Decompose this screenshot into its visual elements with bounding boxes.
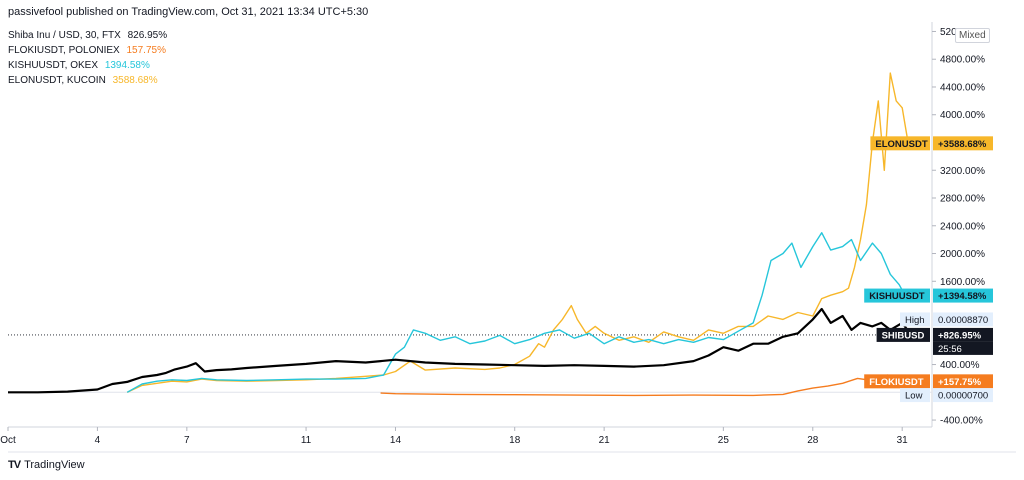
- legend-label: Shiba Inu / USD, 30, FTX: [8, 30, 121, 41]
- series-value-tag-text: +3588.68%: [938, 139, 987, 150]
- series-value-tag: [933, 327, 993, 342]
- series-name-tag-text: KISHUUSDT: [869, 291, 925, 302]
- series-line-kishuusdt: [126, 231, 906, 393]
- legend-row-floki[interactable]: FLOKIUSDT, POLONIEX 157.75%: [8, 43, 167, 58]
- y-tick-label: 3200.00%: [940, 166, 985, 177]
- y-tick-label: 2000.00%: [940, 249, 985, 260]
- x-tick-label: 14: [390, 435, 402, 446]
- legend-value: 157.75%: [126, 45, 166, 56]
- brand-name: TradingView: [24, 459, 85, 471]
- scale-mode-button[interactable]: Mixed: [955, 28, 990, 43]
- x-tick-label: 7: [184, 435, 190, 446]
- series-value-tag-text: +157.75%: [938, 377, 982, 388]
- series-value-tag: [933, 288, 993, 303]
- y-tick-label: 2400.00%: [940, 221, 985, 232]
- legend-value: 3588.68%: [112, 75, 158, 86]
- high-label-text: High: [905, 315, 925, 326]
- legend-value: 826.95%: [127, 30, 168, 41]
- series-value-tag: [933, 136, 993, 151]
- x-tick-label: 11: [301, 435, 312, 446]
- series-name-tag: [864, 288, 930, 303]
- y-tick-label: 2800.00%: [940, 194, 985, 205]
- series-name-tag-text: SHIBUSD: [882, 330, 925, 341]
- y-tick-label: 1600.00%: [940, 277, 985, 288]
- countdown-tag-text: 25:56: [938, 344, 962, 355]
- x-tick-label: 31: [897, 435, 909, 446]
- series-legend: Shiba Inu / USD, 30, FTX 826.95% FLOKIUS…: [8, 28, 167, 88]
- y-tick-label: 4400.00%: [940, 82, 985, 93]
- legend-row-elon[interactable]: ELONUSDT, KUCOIN 3588.68%: [8, 73, 167, 88]
- series-value-tag-text: +1394.58%: [938, 291, 987, 302]
- y-tick-label: 400.00%: [940, 360, 980, 371]
- y-tick-label: 4800.00%: [940, 55, 985, 66]
- series-value-tag: [933, 374, 993, 389]
- low-value-text: 0.00000700: [938, 391, 988, 402]
- low-label-tag: [900, 388, 930, 403]
- x-tick-label: 28: [807, 435, 819, 446]
- x-tick-label: Oct: [0, 435, 16, 446]
- tradingview-logo-icon: TV: [8, 459, 21, 471]
- series-line-elonusdt: [126, 72, 909, 393]
- low-value-tag: [933, 388, 993, 403]
- legend-value: 1394.58%: [104, 60, 150, 71]
- series-name-tag-text: ELONUSDT: [875, 139, 927, 150]
- footer-branding: TV TradingView: [8, 459, 85, 471]
- x-tick-label: 4: [95, 435, 101, 446]
- legend-label: FLOKIUSDT, POLONIEX: [8, 45, 120, 56]
- series-name-tag: [864, 374, 930, 389]
- y-tick-label: 4000.00%: [940, 110, 985, 121]
- series-name-tag: [870, 136, 930, 151]
- x-tick-label: 18: [509, 435, 521, 446]
- high-value-text: 0.00008870: [938, 315, 988, 326]
- series-name-tag-text: FLOKIUSDT: [869, 377, 924, 388]
- publish-attribution: passivefool published on TradingView.com…: [8, 6, 369, 18]
- legend-row-shib[interactable]: Shiba Inu / USD, 30, FTX 826.95%: [8, 28, 167, 43]
- countdown-tag: [933, 341, 993, 355]
- low-label-text: Low: [905, 391, 923, 402]
- x-tick-label: 21: [599, 435, 611, 446]
- legend-row-kishu[interactable]: KISHUUSDT, OKEX 1394.58%: [8, 58, 167, 73]
- legend-label: KISHUUSDT, OKEX: [8, 60, 99, 71]
- series-value-tag-text: +826.95%: [938, 330, 982, 341]
- y-tick-label: -400.00%: [940, 416, 983, 427]
- series-name-tag: [876, 327, 930, 342]
- legend-label: ELONUSDT, KUCOIN: [8, 75, 106, 86]
- high-label-tag: [900, 312, 930, 327]
- series-line-shibusd: [8, 307, 912, 394]
- x-tick-label: 25: [718, 435, 730, 446]
- high-value-tag: [933, 312, 993, 327]
